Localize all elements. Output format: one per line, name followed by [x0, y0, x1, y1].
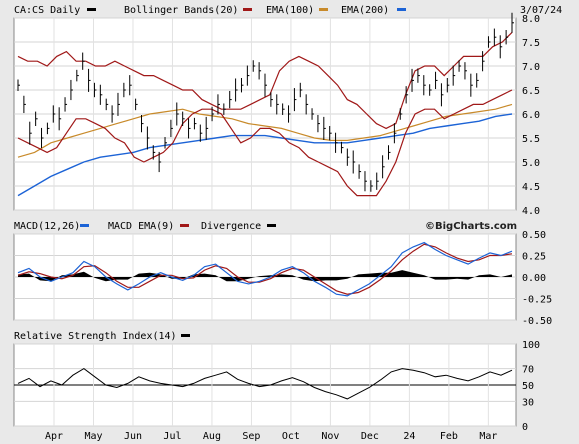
x-tick-label: Mar	[479, 431, 497, 442]
price-tick-label: 8.0	[522, 14, 540, 25]
macd-tick-label: 0.00	[522, 273, 546, 284]
rsi-label: Relative Strength Index(14)	[14, 331, 177, 342]
date-label: 3/07/24	[520, 5, 562, 16]
ema100-legend-swatch	[319, 8, 328, 11]
rsi-legend-swatch	[181, 334, 190, 337]
x-tick-label: Jun	[124, 431, 142, 442]
divergence-label: Divergence	[201, 221, 261, 232]
x-tick-label: Jul	[163, 431, 181, 442]
rsi-tick-label: 30	[522, 397, 534, 408]
price-legend-swatch	[87, 8, 96, 11]
x-tick-label: Oct	[282, 431, 300, 442]
price-tick-label: 4.5	[522, 182, 540, 193]
symbol-label: CA:CS Daily	[14, 5, 80, 16]
x-tick-label: Dec	[361, 431, 379, 442]
price-tick-label: 5.0	[522, 158, 540, 169]
price-tick-label: 5.5	[522, 134, 540, 145]
macd-tick-label: -0.50	[522, 316, 552, 327]
macd-tick-label: -0.25	[522, 295, 552, 306]
x-tick-label: Apr	[45, 431, 63, 442]
x-tick-label: 24	[403, 431, 415, 442]
macd-y-ticks: 0.50 0.25 0.00 -0.25 -0.50	[522, 230, 552, 327]
rsi-tick-label: 0	[522, 422, 528, 433]
price-tick-label: 4.0	[522, 206, 540, 217]
rsi-tick-label: 70	[522, 365, 534, 376]
rsi-line	[17, 367, 513, 400]
signal-legend-swatch	[180, 224, 189, 227]
watermark: ©BigCharts.com	[425, 221, 517, 232]
ema100-line	[17, 103, 513, 158]
divergence-legend-swatch	[267, 224, 276, 227]
ema200-line	[17, 113, 513, 197]
x-tick-label: Aug	[203, 431, 221, 442]
bollinger-label: Bollinger Bands(20)	[124, 5, 238, 16]
macd-tick-label: 0.50	[522, 230, 546, 241]
price-tick-label: 6.5	[522, 86, 540, 97]
rsi-y-ticks: 100 70 50 30 0	[522, 340, 540, 433]
ema200-label: EMA(200)	[341, 5, 389, 16]
bollinger-lower-line	[17, 89, 513, 197]
bollinger-upper-line	[17, 31, 513, 130]
macd-label: MACD(12,26)	[14, 221, 80, 232]
ema100-label: EMA(100)	[266, 5, 314, 16]
macd-legend-swatch	[80, 224, 89, 227]
x-tick-label: Feb	[440, 431, 458, 442]
bollinger-legend-swatch	[243, 8, 252, 11]
rsi-grid	[14, 343, 516, 427]
x-axis-ticks: Apr May Jun Jul Aug Sep Oct Nov Dec 24 Feb Mar	[45, 431, 497, 442]
x-tick-label: May	[84, 431, 102, 442]
x-tick-label: Sep	[242, 431, 260, 442]
price-tick-label: 7.0	[522, 62, 540, 73]
x-tick-label: Nov	[321, 431, 339, 442]
ema200-legend-swatch	[397, 8, 406, 11]
price-y-ticks: 8.0 7.5 7.0 6.5 6.0 5.5 5.0 4.5 4.0	[522, 14, 540, 217]
price-tick-label: 7.5	[522, 38, 540, 49]
price-series-layer	[17, 12, 514, 197]
signal-label: MACD EMA(9)	[108, 221, 174, 232]
rsi-tick-label: 100	[522, 340, 540, 351]
price-tick-label: 6.0	[522, 110, 540, 121]
macd-series-layer	[17, 241, 513, 297]
macd-line	[17, 241, 513, 297]
rsi-series-layer	[17, 367, 513, 400]
rsi-tick-label: 50	[522, 381, 534, 392]
macd-tick-label: 0.25	[522, 252, 546, 263]
